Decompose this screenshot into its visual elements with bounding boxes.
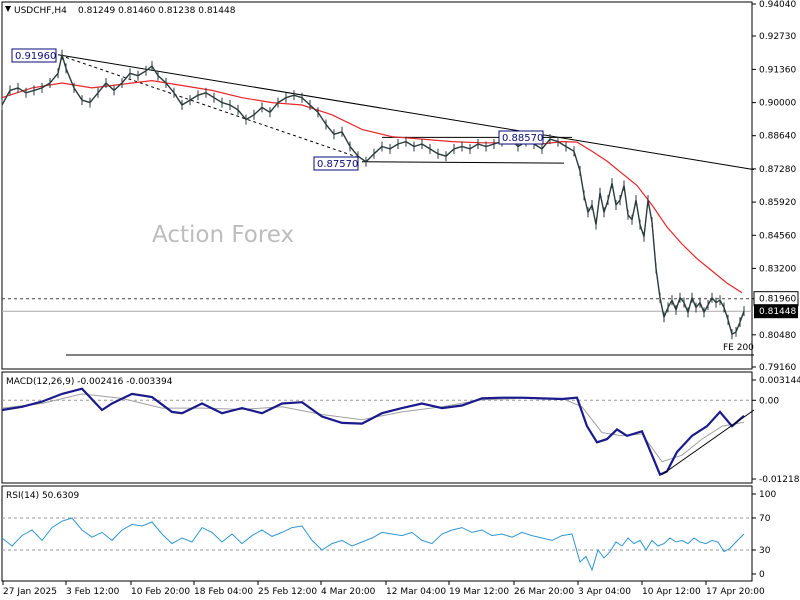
- macd-main-line: [1, 387, 745, 477]
- high-label-box: [11, 48, 57, 63]
- watermark: Action Forex: [152, 222, 294, 248]
- macd-tick-label: 0.003144: [759, 376, 800, 386]
- range-support-line: [361, 161, 565, 164]
- symbol-timeframe: USDCHF,H4: [14, 6, 67, 16]
- fe-200-label: FE 200: [723, 343, 754, 353]
- price-panel-frame: [1, 1, 753, 370]
- x-tick-label: 17 Apr 20:00: [706, 587, 765, 597]
- rsi-panel-frame: [1, 485, 753, 582]
- price-tick-label: 0.81960: [759, 295, 796, 305]
- macd-title: MACD(12,26,9) -0.002416 -0.003394: [6, 377, 173, 387]
- rsi-tick-label: 0: [759, 570, 765, 580]
- price-tick-label: 0.92730: [759, 32, 796, 42]
- x-tick-label: 12 Mar 04:00: [386, 587, 446, 597]
- macd-trendline: [661, 409, 755, 476]
- rsi-series-group: 100 70 30 0: [1, 490, 776, 580]
- price-line: [1, 54, 745, 336]
- descending-trendline: [57, 54, 755, 171]
- x-axis: 27 Jan 2025 3 Feb 12:00 10 Feb 20:00 18 Feb…: [2, 581, 765, 597]
- x-tick-label: 4 Mar 20:00: [321, 587, 376, 597]
- rsi-tick-label: 70: [759, 514, 771, 524]
- low-label: 0.87570: [317, 159, 358, 170]
- rsi-tick-label: 100: [759, 490, 776, 500]
- price-tick-label: 0.80480: [759, 331, 796, 341]
- x-tick-label: 3 Feb 12:00: [66, 587, 120, 597]
- price-tick-label: 0.91360: [759, 65, 796, 75]
- x-tick-label: 25 Feb 12:00: [258, 587, 317, 597]
- moving-average-line: [1, 79, 743, 294]
- mid-label: 0.88570: [502, 133, 543, 144]
- dashed-channel-line: [65, 56, 363, 160]
- rsi-title: RSI(14) 50.6309: [6, 491, 79, 501]
- macd-series-group: 0.003144 0.00 -0.01218: [1, 376, 800, 485]
- macd-panel-frame: [1, 371, 753, 484]
- mid-label-box: [498, 130, 544, 145]
- price-y-axis: 0.94040 0.92730 0.91360 0.90000 0.88640 0.872…: [752, 0, 799, 373]
- macd-tick-label: -0.01218: [759, 475, 800, 485]
- price-tick-label: 0.85920: [759, 198, 796, 208]
- rsi-line: [1, 517, 745, 572]
- x-tick-label: 10 Feb 20:00: [131, 587, 190, 597]
- low-label-box: [313, 156, 359, 171]
- price-tick-label: 0.88640: [759, 132, 796, 142]
- price-tick-label: 0.87280: [759, 165, 796, 175]
- rsi-tick-label: 30: [759, 546, 771, 556]
- price-tick-label: 0.94040: [759, 0, 796, 10]
- price-tick-label: 0.90000: [759, 99, 796, 109]
- price-series-group: [1, 49, 755, 356]
- x-tick-label: 18 Feb 04:00: [194, 587, 253, 597]
- x-tick-label: 3 Apr 04:00: [578, 587, 631, 597]
- x-tick-label: 10 Apr 12:00: [642, 587, 701, 597]
- high-label: 0.91960: [15, 51, 56, 62]
- x-tick-label: 19 Mar 12:00: [449, 587, 509, 597]
- price-tick-label: 0.79160: [759, 363, 796, 373]
- ohlc-readout: 0.81249 0.81460 0.81238 0.81448: [78, 6, 236, 16]
- macd-signal-line: [1, 393, 745, 463]
- price-tick-label: 0.83200: [759, 264, 796, 274]
- macd-tick-label: 0.00: [759, 396, 779, 406]
- price-tick-label: 0.84560: [759, 231, 796, 241]
- last-price-box: [754, 304, 798, 319]
- dropdown-arrow-icon[interactable]: [5, 6, 11, 12]
- x-tick-label: 27 Jan 2025: [3, 587, 57, 597]
- last-price-label: 0.81448: [759, 307, 796, 317]
- x-tick-label: 26 Mar 20:00: [514, 587, 574, 597]
